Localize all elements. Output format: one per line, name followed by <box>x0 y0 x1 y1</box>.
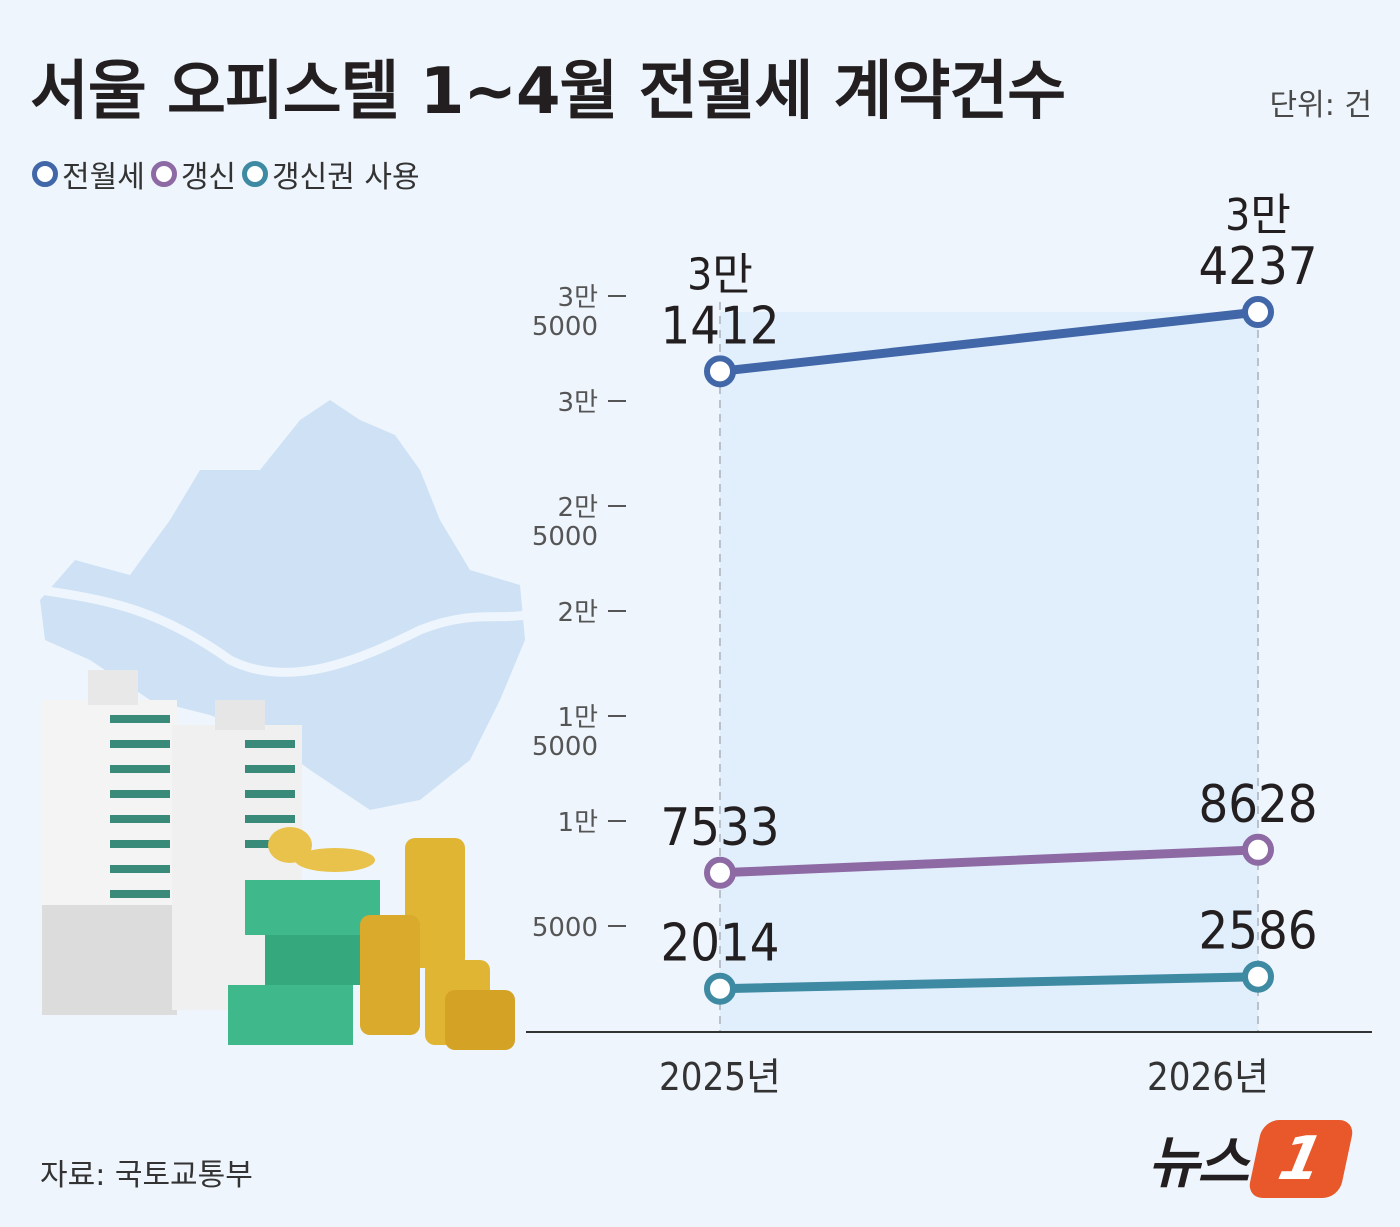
y-tick-label: 3만 <box>558 388 598 418</box>
legend-item-wolse: 전월세 <box>32 152 145 196</box>
data-label: 8628 <box>1198 775 1317 835</box>
data-label: 7533 <box>660 798 779 858</box>
chart-title: 서울 오피스텔 1~4월 전월세 계약건수 <box>30 55 1066 129</box>
unit-label: 단위: 건 <box>1269 88 1372 123</box>
legend-item-renewal-right: 갱신권 사용 <box>242 152 420 196</box>
data-point <box>1242 960 1274 993</box>
data-label: 4237 <box>1198 237 1317 297</box>
y-tick-label: 1만 <box>558 703 598 733</box>
x-axis-labels: 2025년 2026년 <box>659 1055 1269 1099</box>
data-label: 3만 <box>687 249 753 300</box>
legend-label: 전월세 <box>62 160 145 195</box>
y-tick-label: 5000 <box>532 913 598 943</box>
legend-item-renewal: 갱신 <box>150 152 237 196</box>
cash-icon <box>228 880 385 1045</box>
data-point <box>704 856 736 889</box>
seoul-map-icon <box>39 400 526 810</box>
data-point <box>704 355 736 388</box>
y-tick-label: 5000 <box>532 522 598 552</box>
y-tick-label: 1만 <box>558 808 598 838</box>
coin-stack-icon <box>268 827 515 1050</box>
legend-marker-icon <box>32 161 58 187</box>
series-line <box>715 845 1263 878</box>
series-line <box>715 307 1263 376</box>
logo-text: 뉴스 <box>1148 1131 1249 1196</box>
legend: 전월세 갱신 갱신권 사용 <box>32 152 426 196</box>
series-line <box>715 972 1263 994</box>
x-tick-label: 2026년 <box>1147 1055 1269 1099</box>
news1-logo: 뉴스 1 <box>1148 1118 1356 1199</box>
legend-marker-icon <box>242 161 269 187</box>
y-tick-label: 2만 <box>558 493 598 523</box>
legend-label: 갱신 <box>180 160 237 195</box>
legend-label: 갱신권 사용 <box>272 160 420 195</box>
building-icon <box>42 670 302 1015</box>
data-label: 2014 <box>660 914 779 974</box>
y-tick-label: 5000 <box>532 732 598 762</box>
data-label: 1412 <box>660 296 779 356</box>
source-note: 자료: 국토교통부 <box>40 1158 253 1193</box>
x-tick-label: 2025년 <box>659 1055 781 1099</box>
data-point <box>1242 833 1274 866</box>
y-tick-label: 5000 <box>532 312 598 342</box>
y-tick-label: 3만 <box>558 283 598 313</box>
data-point <box>704 972 736 1005</box>
data-label: 2586 <box>1198 902 1317 962</box>
logo-badge: 1 <box>1246 1119 1356 1198</box>
plot-area-fill <box>720 312 1258 1031</box>
data-point <box>1242 296 1274 329</box>
legend-marker-icon <box>150 161 177 187</box>
data-label: 3만 <box>1225 190 1291 241</box>
y-tick-label: 2만 <box>558 598 598 628</box>
